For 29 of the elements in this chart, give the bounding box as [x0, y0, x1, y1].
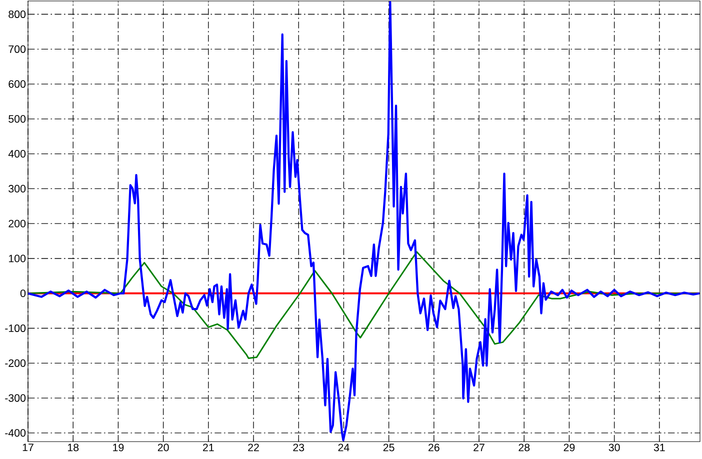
x-tick-label: 24 — [338, 444, 350, 452]
y-tick-label: 700 — [8, 45, 26, 53]
x-tick-label: 30 — [608, 444, 620, 452]
x-tick-label: 29 — [564, 444, 575, 452]
x-tick-label: 19 — [113, 444, 124, 452]
y-tick-label: 100 — [8, 254, 26, 262]
x-tick-label: 25 — [383, 444, 394, 452]
line-series — [28, 1, 700, 442]
y-tick-label: 200 — [8, 220, 26, 228]
x-tick-label: 21 — [203, 444, 214, 452]
x-tick-label: 28 — [518, 444, 530, 452]
y-tick-label: -200 — [5, 359, 26, 367]
x-tick-label: 23 — [293, 444, 304, 452]
y-tick-label: 600 — [8, 80, 26, 88]
x-tick-label: 27 — [474, 444, 484, 452]
x-tick-label: 26 — [428, 444, 440, 452]
x-tick-label: 20 — [158, 444, 169, 452]
x-tick-label: 18 — [68, 444, 79, 452]
x-tick-label: 22 — [248, 444, 259, 452]
y-tick-label: -400 — [5, 429, 26, 437]
y-tick-label: -300 — [5, 394, 26, 402]
y-tick-label: 0 — [20, 290, 26, 298]
y-tick-label: 500 — [8, 115, 26, 123]
y-tick-label: 800 — [8, 10, 26, 18]
x-tick-label: 31 — [654, 444, 665, 452]
y-tick-label: 300 — [8, 184, 26, 192]
x-tick-label: 17 — [22, 444, 34, 452]
y-tick-label: 400 — [8, 150, 26, 158]
y-tick-label: -100 — [5, 324, 26, 332]
